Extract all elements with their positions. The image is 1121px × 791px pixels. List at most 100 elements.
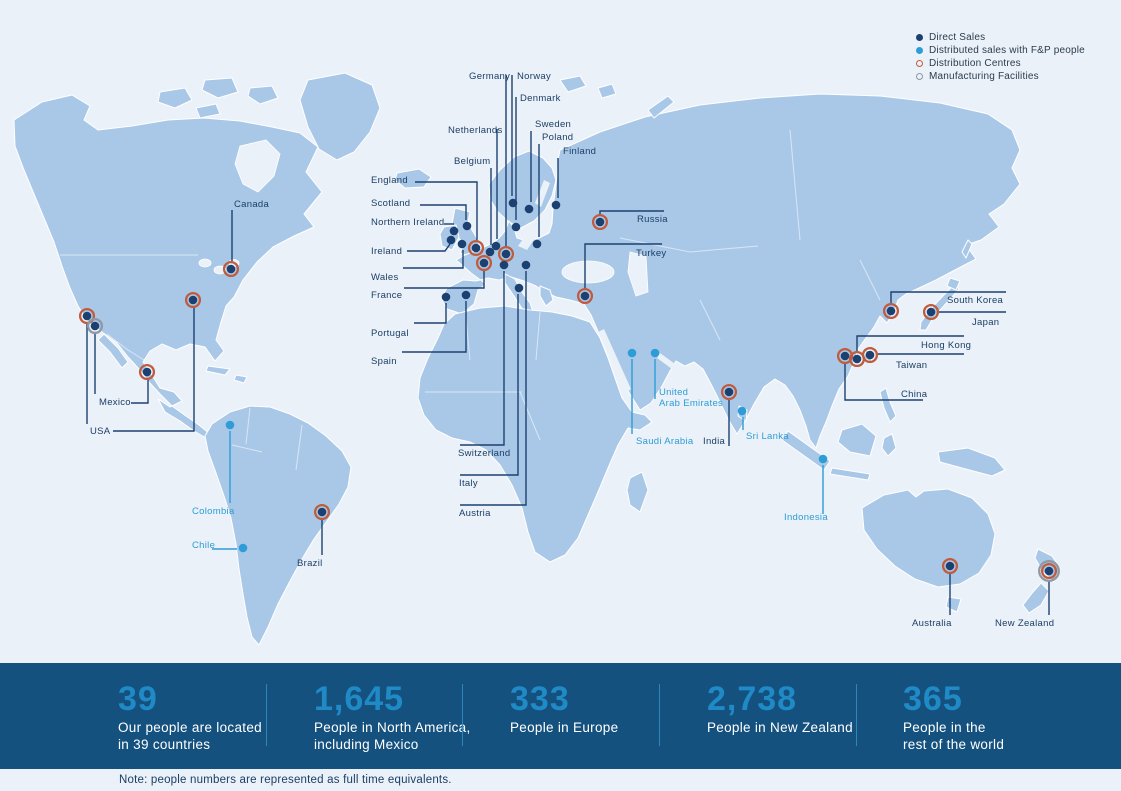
marker-belgium <box>485 247 495 257</box>
stat-value: 365 <box>903 680 963 718</box>
manufacturing-ring <box>1038 560 1060 582</box>
distribution-centre-ring <box>475 254 493 272</box>
landmass-greenland <box>299 72 381 161</box>
marker-sweden-stockholm <box>524 204 534 214</box>
caspian-sea <box>627 251 649 297</box>
marker-brazil <box>313 503 331 521</box>
marker-wales <box>457 239 467 249</box>
stat-divider <box>266 684 267 746</box>
marker-taiwan <box>861 346 879 364</box>
stat-value: 39 <box>118 680 158 718</box>
marker-usa-california <box>78 307 96 325</box>
marker-usa-east <box>184 291 202 309</box>
leader-line-england <box>415 181 478 242</box>
marker-saudi-arabia <box>627 348 637 358</box>
leader-line-mexico-city <box>131 378 149 404</box>
distribution-centre-ring <box>591 213 609 231</box>
marker-spain-madrid <box>461 290 471 300</box>
marker-france-paris <box>475 254 493 272</box>
marker-russia <box>591 213 609 231</box>
stat-value: 1,645 <box>314 680 405 718</box>
landmass-svalbard <box>559 75 587 93</box>
marker-scotland <box>462 221 472 231</box>
distribution-centre-ring <box>1040 562 1058 580</box>
landmass-south-america <box>204 405 352 646</box>
landmass-iceland <box>394 168 432 189</box>
marker-chile <box>238 543 248 553</box>
border-asia-1 <box>619 129 881 341</box>
landmass-cuba <box>205 365 231 376</box>
legend-item-manufacturing: Manufacturing Facilities <box>916 70 1085 83</box>
marker-sri-lanka <box>737 406 747 416</box>
marker-germany <box>497 245 515 263</box>
manufacturing-ring-icon <box>916 73 923 80</box>
marker-colombia <box>225 420 235 430</box>
marker-portugal-lisbon <box>441 292 451 302</box>
hudson-bay <box>234 139 281 193</box>
leader-line-hong-kong <box>856 335 964 352</box>
marker-indonesia <box>818 454 828 464</box>
distribution-centre-ring <box>861 346 879 364</box>
marker-italy-rome <box>514 283 524 293</box>
landmass-arctic-islands-1 <box>157 87 193 109</box>
stat-label: Our people are located in 39 countries <box>118 720 262 752</box>
border-sa-1 <box>231 407 303 471</box>
leader-line-switzerland <box>460 271 505 446</box>
distribution-centre-ring <box>576 287 594 305</box>
leader-line-ireland <box>407 243 451 252</box>
landmass-sumatra <box>781 430 831 471</box>
legend-item-distribution-centres: Distribution Centres <box>916 57 1085 70</box>
distribution-centre-ring <box>78 307 96 325</box>
landmass-tasmania <box>945 596 962 613</box>
landmass-sulawesi <box>881 433 897 457</box>
leader-line-italy <box>460 294 519 476</box>
marker-denmark-copenhagen <box>511 222 521 232</box>
leader-line-usa-east <box>113 306 195 432</box>
leader-line-spain <box>402 301 467 353</box>
legend-label: Distribution Centres <box>929 58 1021 69</box>
red-sea <box>598 329 631 393</box>
landmass-madagascar <box>626 471 649 513</box>
leader-line-france <box>404 269 485 289</box>
stat-divider <box>462 684 463 746</box>
stat-label: People in New Zealand <box>707 720 853 735</box>
marker-south-korea <box>882 302 900 320</box>
landmass-new-guinea <box>937 447 1006 477</box>
marker-poland-warsaw <box>532 239 542 249</box>
landmass-nz-north-island <box>1034 548 1061 583</box>
landmass-philippines <box>879 387 897 423</box>
leader-line-scotland <box>420 204 467 220</box>
landmass-hokkaido <box>946 277 961 291</box>
landmass-nz-south-island <box>1022 582 1050 614</box>
leader-line-china <box>844 362 923 401</box>
great-lake-2 <box>213 265 227 275</box>
stat-label: People in Europe <box>510 720 619 735</box>
distribution-centre-ring <box>882 302 900 320</box>
landmass-java <box>829 467 871 481</box>
marker-japan <box>922 303 940 321</box>
legend-label: Direct Sales <box>929 32 986 43</box>
legend-item-direct-sales: Direct Sales <box>916 31 1085 44</box>
landmass-hispaniola <box>233 374 248 384</box>
marker-ireland <box>446 235 456 245</box>
marker-united-arab-emirates <box>650 348 660 358</box>
landmass-arctic-islands-4 <box>195 103 221 119</box>
world-map-svg <box>13 72 1061 646</box>
marker-england-london <box>467 239 485 257</box>
landmass-africa <box>417 305 653 563</box>
legend-item-distributed-sales: Distributed sales with F&P people <box>916 44 1085 57</box>
stat-label: People in the rest of the world <box>903 720 1005 752</box>
legend: Direct Sales Distributed sales with F&P … <box>916 31 1085 83</box>
distribution-centre-ring <box>467 239 485 257</box>
legend-label: Manufacturing Facilities <box>929 71 1039 82</box>
marker-switzerland <box>499 260 509 270</box>
distribution-centre-ring <box>922 303 940 321</box>
marker-netherlands <box>491 241 501 251</box>
distribution-centre-ring <box>497 245 515 263</box>
distribution-centre-ring <box>222 260 240 278</box>
stat-divider <box>856 684 857 746</box>
landmass-novaya-zemlya <box>647 95 675 119</box>
marker-india <box>720 383 738 401</box>
stat-label: People in North America, including Mexic… <box>314 720 471 752</box>
